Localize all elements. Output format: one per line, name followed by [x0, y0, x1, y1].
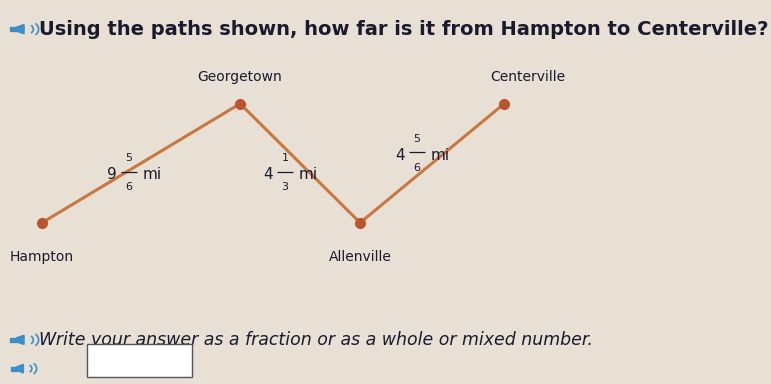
- Text: Write your answer as a fraction or as a whole or mixed number.: Write your answer as a fraction or as a …: [39, 331, 593, 349]
- FancyBboxPatch shape: [87, 344, 192, 377]
- Text: Georgetown: Georgetown: [197, 70, 282, 84]
- Text: 4: 4: [396, 148, 405, 163]
- Text: Allenville: Allenville: [328, 250, 392, 264]
- Polygon shape: [11, 367, 17, 371]
- Text: 5: 5: [126, 153, 133, 163]
- Text: 9: 9: [107, 167, 117, 182]
- Text: 6: 6: [413, 163, 421, 173]
- Text: 1: 1: [281, 153, 288, 163]
- Polygon shape: [17, 335, 24, 344]
- Text: Hampton: Hampton: [10, 250, 74, 264]
- Text: mi: mi: [430, 148, 449, 163]
- Text: 3: 3: [281, 182, 288, 192]
- Text: mi: mi: [298, 167, 318, 182]
- Text: 5: 5: [413, 134, 421, 144]
- Text: Centerville: Centerville: [490, 70, 566, 84]
- Polygon shape: [10, 27, 17, 31]
- Text: Using the paths shown, how far is it from Hampton to Centerville?: Using the paths shown, how far is it fro…: [39, 20, 769, 39]
- Polygon shape: [17, 25, 24, 34]
- Text: mi: mi: [142, 167, 161, 182]
- Polygon shape: [17, 364, 23, 373]
- Polygon shape: [10, 338, 17, 342]
- Text: 4: 4: [264, 167, 273, 182]
- Text: 6: 6: [126, 182, 133, 192]
